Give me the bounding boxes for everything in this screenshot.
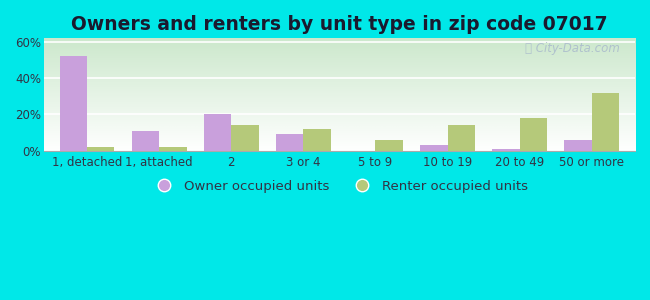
Text: ⓘ City-Data.com: ⓘ City-Data.com <box>525 42 620 55</box>
Bar <box>448 125 475 151</box>
Bar <box>231 125 259 151</box>
Bar <box>420 145 448 151</box>
Bar <box>519 118 547 151</box>
Bar <box>87 147 114 151</box>
Bar <box>592 93 619 151</box>
Bar <box>492 149 519 151</box>
Bar <box>60 56 87 151</box>
Legend: Owner occupied units, Renter occupied units: Owner occupied units, Renter occupied un… <box>146 175 533 198</box>
Bar <box>204 115 231 151</box>
Bar <box>304 129 331 151</box>
Bar <box>276 134 304 151</box>
Bar <box>132 131 159 151</box>
Bar <box>159 147 187 151</box>
Bar <box>376 140 403 151</box>
Title: Owners and renters by unit type in zip code 07017: Owners and renters by unit type in zip c… <box>71 15 608 34</box>
Bar <box>564 140 592 151</box>
